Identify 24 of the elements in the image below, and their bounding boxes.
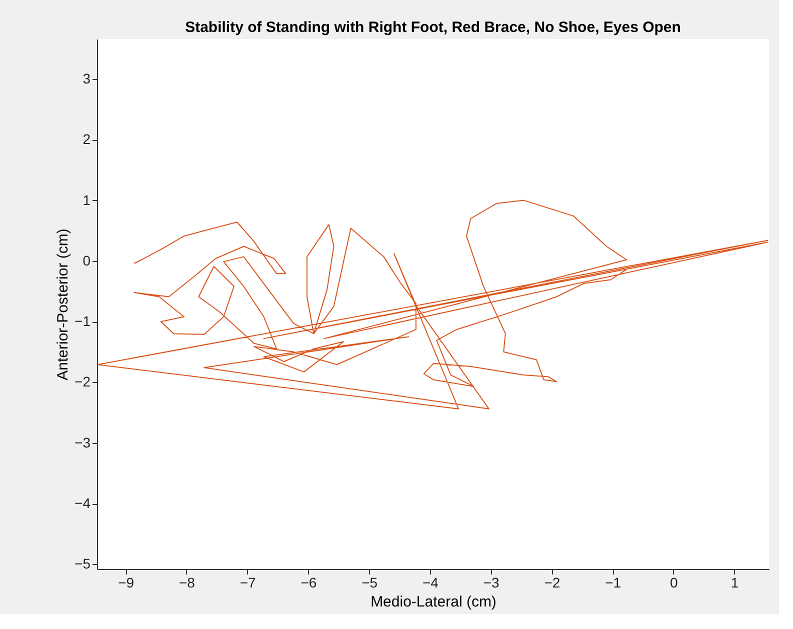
- x-tick-label: 0: [670, 574, 678, 590]
- y-tick-label: 0: [82, 252, 91, 268]
- x-tick-label: 1: [730, 574, 739, 590]
- x-tick-label: −8: [178, 574, 196, 590]
- x-tick-label: −6: [300, 574, 317, 590]
- x-tick-label: −2: [544, 574, 560, 590]
- y-tick-label: −4: [74, 495, 91, 512]
- x-tick-label: −9: [118, 574, 134, 590]
- line-series: [97, 200, 768, 410]
- x-tick-label: −7: [240, 574, 256, 590]
- y-axis-title: Anterior-Posterior (cm): [54, 228, 72, 380]
- x-tick-label: −5: [362, 574, 378, 590]
- x-tick-label: −1: [605, 574, 622, 590]
- y-tick-label: −5: [74, 556, 91, 572]
- chart-title: Stability of Standing with Right Foot, Red Brace, No Shoe, Eyes Open: [185, 19, 681, 36]
- y-tick-label: −2: [74, 374, 91, 390]
- y-tick-label: −1: [74, 313, 91, 330]
- y-tick-label: 2: [82, 131, 91, 148]
- x-tick-label: −4: [422, 574, 439, 590]
- y-tick-label: 1: [82, 192, 91, 208]
- y-tick-label: −3: [74, 434, 91, 450]
- x-axis-title: Medio-Lateral (cm): [370, 594, 496, 610]
- x-tick-label: −3: [483, 574, 500, 590]
- y-tick-label: 3: [82, 70, 91, 87]
